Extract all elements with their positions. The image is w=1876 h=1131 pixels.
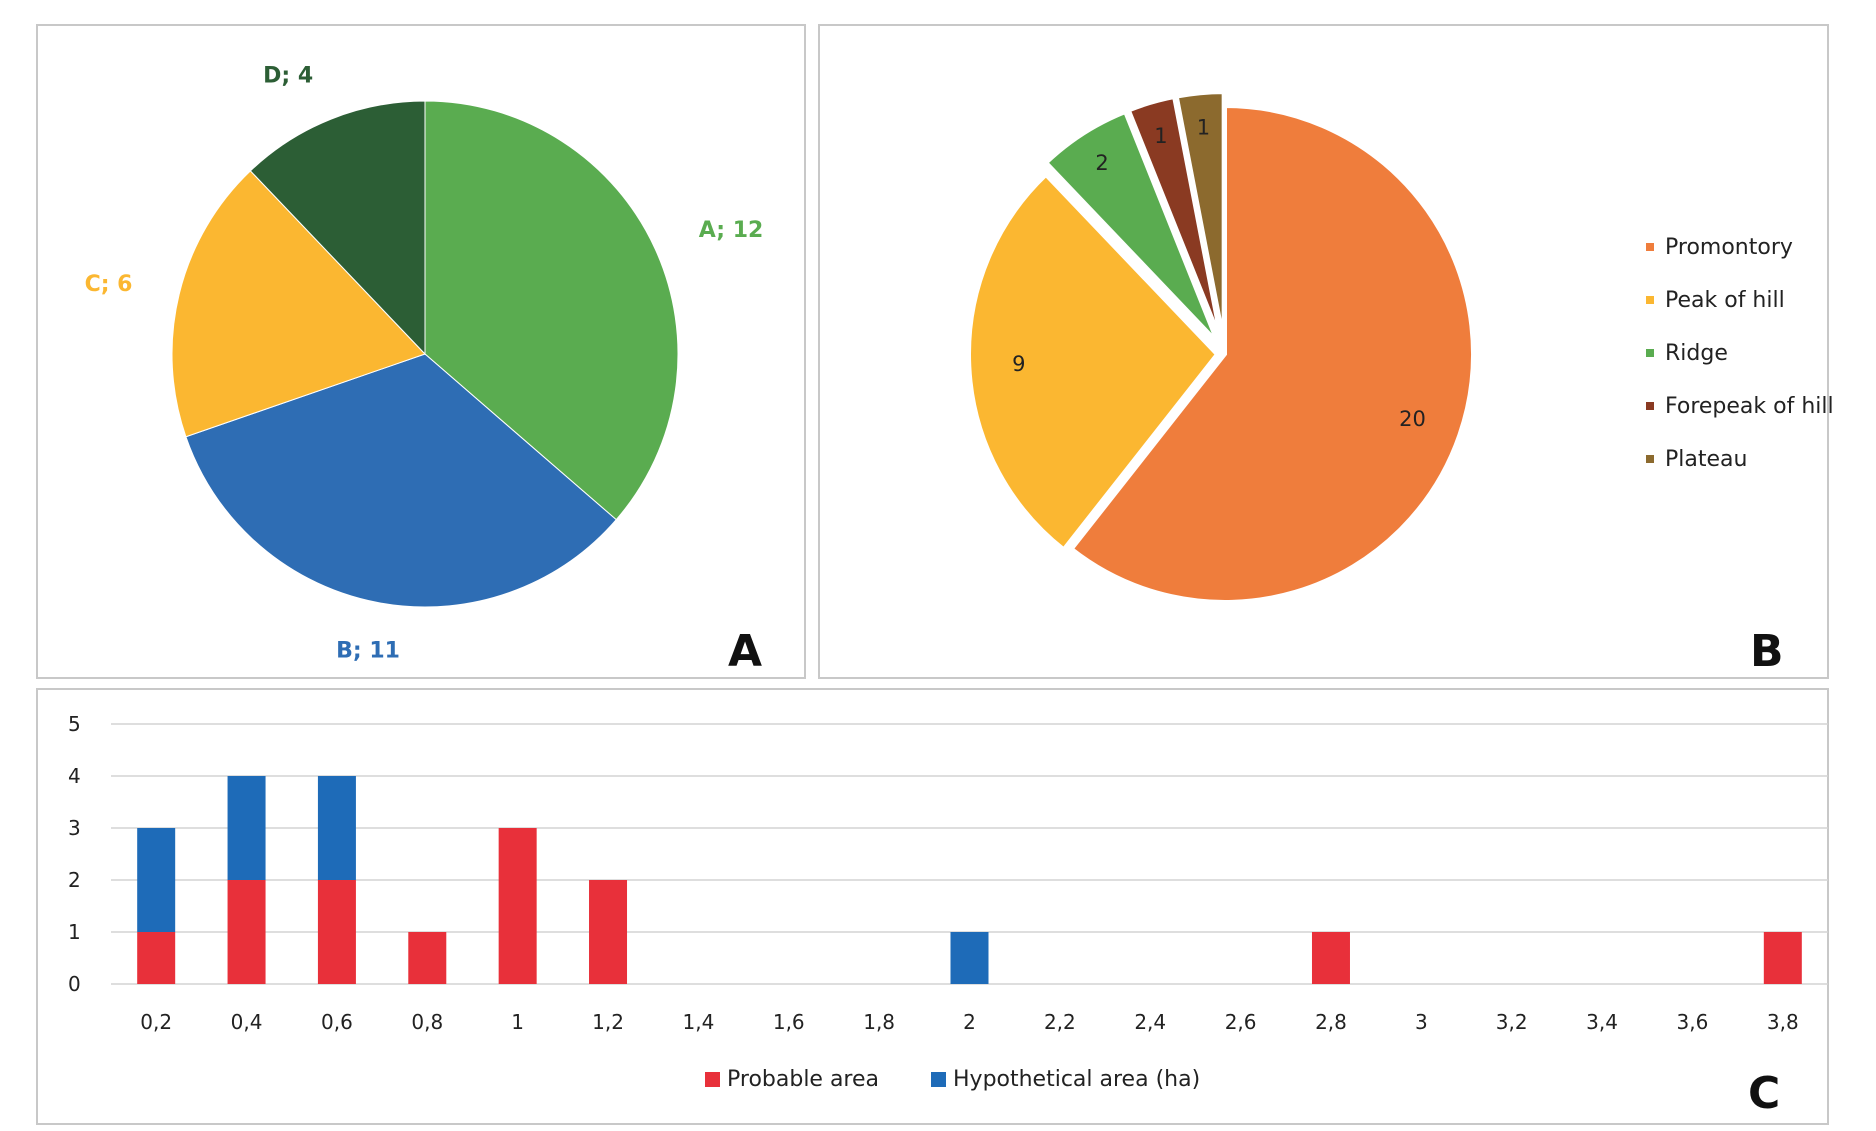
pie-b-data-label-4: 1 [1197,116,1210,140]
legend-item-3: Forepeak of hill [1665,394,1834,419]
panel-letter-a: A [728,626,762,677]
legend-item-c-1: Hypothetical area (ha) [953,1067,1200,1092]
x-tick-12: 2,6 [1225,1010,1257,1034]
panel-a-pie-chart: A; 12 B; 11 C; 6 D; 4 A [36,24,806,679]
y-tick-5: 5 [68,712,81,736]
pie-b-data-label-2: 2 [1095,151,1108,175]
x-tick-18: 3,8 [1767,1010,1799,1034]
x-tick-2: 0,6 [321,1010,353,1034]
x-tick-13: 2,8 [1315,1010,1347,1034]
y-tick-2: 2 [68,868,81,892]
legend-item-c-0: Probable area [727,1067,879,1092]
y-tick-4: 4 [68,764,81,788]
x-tick-9: 2 [963,1010,976,1034]
y-tick-3: 3 [68,816,81,840]
legend-item-2: Ridge [1665,341,1728,366]
pie-b-slice-4 [1174,90,1226,341]
x-tick-4: 1 [511,1010,524,1034]
pie-b-slice-1 [967,172,1220,553]
x-tick-5: 1,2 [592,1010,624,1034]
x-tick-0: 0,2 [140,1010,172,1034]
x-tick-10: 2,2 [1044,1010,1076,1034]
x-tick-16: 3,4 [1586,1010,1618,1034]
y-tick-1: 1 [68,920,81,944]
x-tick-15: 3,2 [1496,1010,1528,1034]
x-tick-17: 3,6 [1677,1010,1709,1034]
bar-probable-1 [227,880,266,984]
x-tick-7: 1,6 [773,1010,805,1034]
pie-chart-b: 20 9 2 1 1 Promontory Peak of hill Ridge Forepe… [967,90,1834,677]
pie-a-label-d: D; 4 [263,64,313,89]
pie-a-label-c: C; 6 [85,272,133,297]
pie-chart-a: A; 12 B; 11 C; 6 D; 4 A [85,64,764,677]
pie-a-slice-d [249,100,426,356]
legend-item-4: Plateau [1665,447,1747,472]
pie-a-label-b: B; 11 [336,639,400,664]
panel-letter-c: C [1748,1068,1780,1119]
legend-swatch-2 [1646,349,1654,357]
bar-probable-0 [137,932,176,984]
bar-hypothetical-1 [227,776,266,880]
pie-b-data-label-0: 20 [1399,407,1426,431]
pie-b-data-label-1: 9 [1012,352,1025,376]
y-tick-0: 0 [68,972,81,996]
x-tick-11: 2,4 [1134,1010,1166,1034]
bar-probable-3 [408,932,447,984]
legend-swatch-1 [1646,296,1654,304]
x-tick-3: 0,8 [411,1010,443,1034]
pie-a-slice-a [424,100,679,521]
bar-hypothetical-9 [950,932,989,984]
pie-b-slice-0 [1068,103,1475,604]
pie-b-slice-3 [1126,94,1224,342]
bar-probable-13 [1311,932,1350,984]
pie-b-slice-2 [1043,109,1220,344]
bar-probable-4 [498,828,537,984]
pie-a-slice-c [171,170,426,438]
x-tick-14: 3 [1415,1010,1428,1034]
panel-b-pie-chart: 20 9 2 1 1 Promontory Peak of hill Ridge Forepe… [818,24,1834,679]
pie-a-slice-b [185,353,617,608]
legend-swatch-c-0 [705,1072,720,1087]
legend-swatch-3 [1646,402,1654,410]
bar-hypothetical-0 [137,828,176,932]
bar-chart-c: 0 1 2 3 4 5 0,2 0,4 0,6 0,8 1 1,2 1,4 1,6 1,8 2 2,2 2,4 2… [68,712,1828,1119]
x-tick-8: 1,8 [863,1010,895,1034]
bar-probable-5 [589,880,628,984]
x-tick-1: 0,4 [231,1010,263,1034]
panel-letter-b: B [1750,626,1784,677]
legend-swatch-c-1 [931,1072,946,1087]
legend-swatch-4 [1646,455,1654,463]
panel-c-bar-chart: 0 1 2 3 4 5 0,2 0,4 0,6 0,8 1 1,2 1,4 1,6 1,8 2 2,2 2,4 2… [36,688,1829,1125]
bar-hypothetical-2 [317,776,356,880]
legend-item-1: Peak of hill [1665,288,1785,313]
bar-probable-2 [317,880,356,984]
pie-a-label-a: A; 12 [699,218,764,243]
legend-swatch-0 [1646,243,1654,251]
legend-item-0: Promontory [1665,235,1793,260]
bar-probable-18 [1763,932,1802,984]
x-tick-6: 1,4 [682,1010,714,1034]
pie-b-data-label-3: 1 [1154,124,1167,148]
